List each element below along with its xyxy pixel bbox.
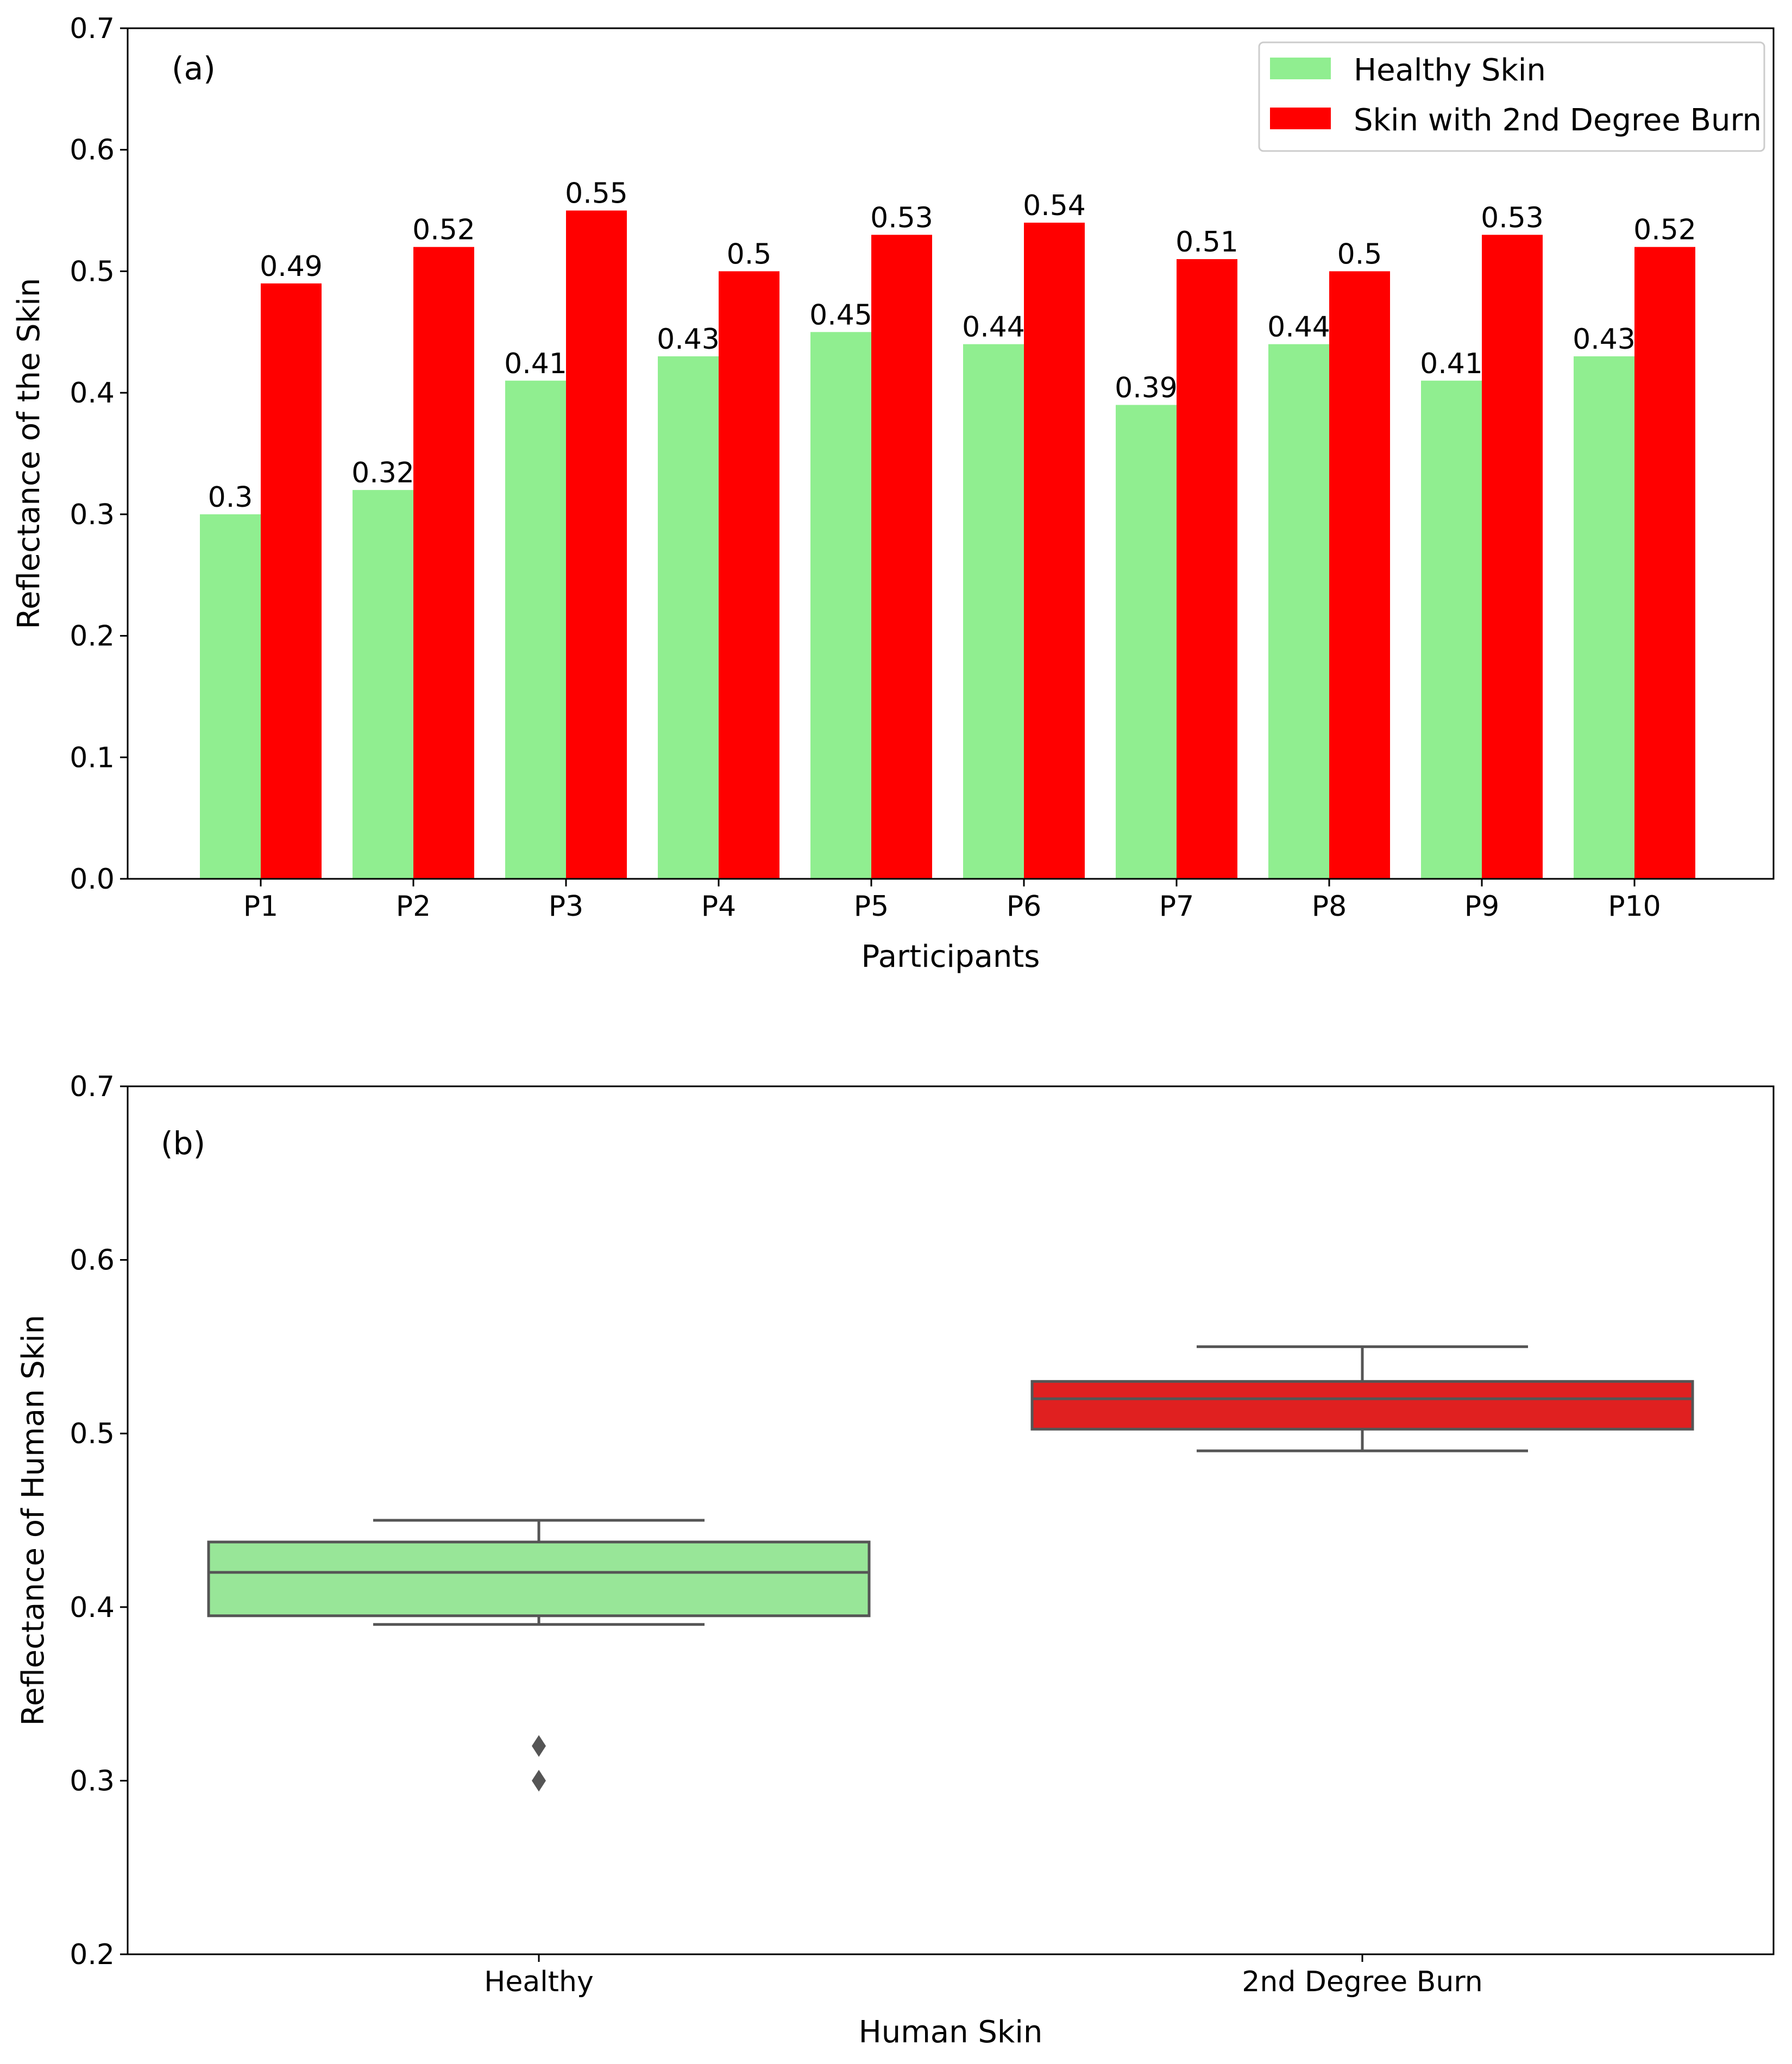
legend-swatch-burn-skin [1270,108,1331,129]
y-tick-label: 0.1 [70,741,115,774]
bar-value-label: 0.32 [351,457,414,489]
bar [566,210,627,879]
x-tick-label: P1 [243,890,278,923]
y-tick-label: 0.3 [70,1765,115,1797]
bar [719,271,779,879]
bar-value-label: 0.45 [809,299,872,331]
x-tick-label: P6 [1007,890,1041,923]
y-tick-label: 0.3 [70,499,115,531]
box [207,1540,871,1618]
x-tick-label: P9 [1464,890,1499,923]
bar [1574,356,1634,879]
bar-value-label: 0.5 [1337,238,1382,270]
x-tick-label: P5 [854,890,889,923]
bar-value-label: 0.41 [504,348,567,380]
bar-value-label: 0.43 [1573,323,1636,356]
y-tick-label: 0.2 [70,1939,115,1971]
bar [1177,259,1237,879]
bar-value-label: 0.52 [1633,214,1696,247]
x-tick-label: P10 [1608,890,1661,923]
bar-chart-panel: 0.3 0.32 0.41 0.43 0.45 0.44 0.39 0.44 0.41 0.43 0… [11,12,1775,974]
box-plot-panel: 0.2 0.3 0.4 0.5 0.6 0.7 Healthy 2nd Degree Bur… [16,1071,1775,2050]
x-axis-ticks: Healthy 2nd Degree Burn [484,1954,1483,1998]
y-tick-label: 0.2 [70,620,115,653]
y-tick-label: 0.7 [70,1071,115,1103]
x-tick-label: P2 [396,890,431,923]
y-tick-label: 0.5 [70,255,115,288]
bar-value-label: 0.39 [1115,372,1178,405]
bar [505,380,566,879]
bar-value-label: 0.53 [870,202,933,234]
bar-value-label: 0.49 [260,250,323,283]
bar [871,235,932,879]
y-tick-label: 0.5 [70,1418,115,1450]
bar-value-label: 0.53 [1481,202,1544,234]
x-tick-label: P7 [1159,890,1194,923]
panel-label: (b) [161,1125,205,1162]
x-axis-label: Participants [862,939,1040,974]
y-tick-label: 0.0 [70,863,115,896]
bar-value-label: 0.3 [208,481,253,514]
plot-area-frame [127,27,1775,880]
legend-swatch-healthy-skin [1270,58,1331,79]
box [1030,1380,1694,1431]
bar-value-label: 0.44 [962,311,1025,344]
bar-value-label: 0.52 [412,214,475,247]
bar [1482,235,1543,879]
bar [658,356,719,879]
y-tick-label: 0.4 [70,377,115,410]
x-tick-label: P8 [1312,890,1347,923]
bar [353,490,413,879]
bar [1024,222,1085,879]
legend-frame [1258,41,1765,152]
bar-value-labels: 0.3 0.32 0.41 0.43 0.45 0.44 0.39 0.44 0.41 0.43 0… [208,178,1696,514]
bar [1116,405,1177,879]
bar [810,332,871,879]
outlier-point [532,1735,546,1757]
bar-value-label: 0.44 [1267,311,1330,344]
bar-value-label: 0.5 [727,238,772,270]
box-group [207,1345,1694,1792]
x-axis-label: Human Skin [859,2015,1043,2050]
bar-value-label: 0.41 [1420,348,1483,380]
y-axis-label: Reflectance of the Skin [11,278,47,630]
bar-series-group [200,210,1695,879]
x-axis-ticks: P1 P2 P3 P4 P5 P6 P7 P8 P9 P10 [243,879,1661,923]
y-tick-label: 0.7 [70,12,115,45]
bar [1421,380,1482,879]
bar-value-label: 0.55 [565,178,628,210]
bar [413,247,474,879]
y-axis-ticks: 0.2 0.3 0.4 0.5 0.6 0.7 [70,1071,128,1971]
bar-value-label: 0.54 [1023,190,1086,222]
y-axis-label: Reflectance of Human Skin [16,1315,51,1726]
x-tick-label: 2nd Degree Burn [1242,1966,1482,1998]
y-tick-label: 0.6 [70,1244,115,1277]
x-tick-label: Healthy [484,1966,594,1998]
panel-label: (a) [172,50,216,87]
y-tick-label: 0.4 [70,1591,115,1624]
legend: Healthy Skin Skin with 2nd Degree Burn [1258,41,1765,152]
legend-label-healthy-skin: Healthy Skin [1354,53,1546,88]
y-axis-ticks: 0.0 0.1 0.2 0.3 0.4 0.5 0.6 0.7 [70,12,128,896]
legend-label-burn-skin: Skin with 2nd Degree Burn [1354,103,1762,138]
bar [963,344,1024,879]
bar [1634,247,1695,879]
bar [200,514,261,879]
x-tick-label: P3 [549,890,583,923]
bar [1268,344,1329,879]
outlier-point [532,1770,546,1792]
bar-value-label: 0.51 [1175,226,1238,259]
x-tick-label: P4 [701,890,736,923]
y-tick-label: 0.6 [70,134,115,167]
bar [1329,271,1390,879]
bar-value-label: 0.43 [657,323,720,356]
bar [261,283,322,879]
plot-area-frame [127,1085,1775,1955]
